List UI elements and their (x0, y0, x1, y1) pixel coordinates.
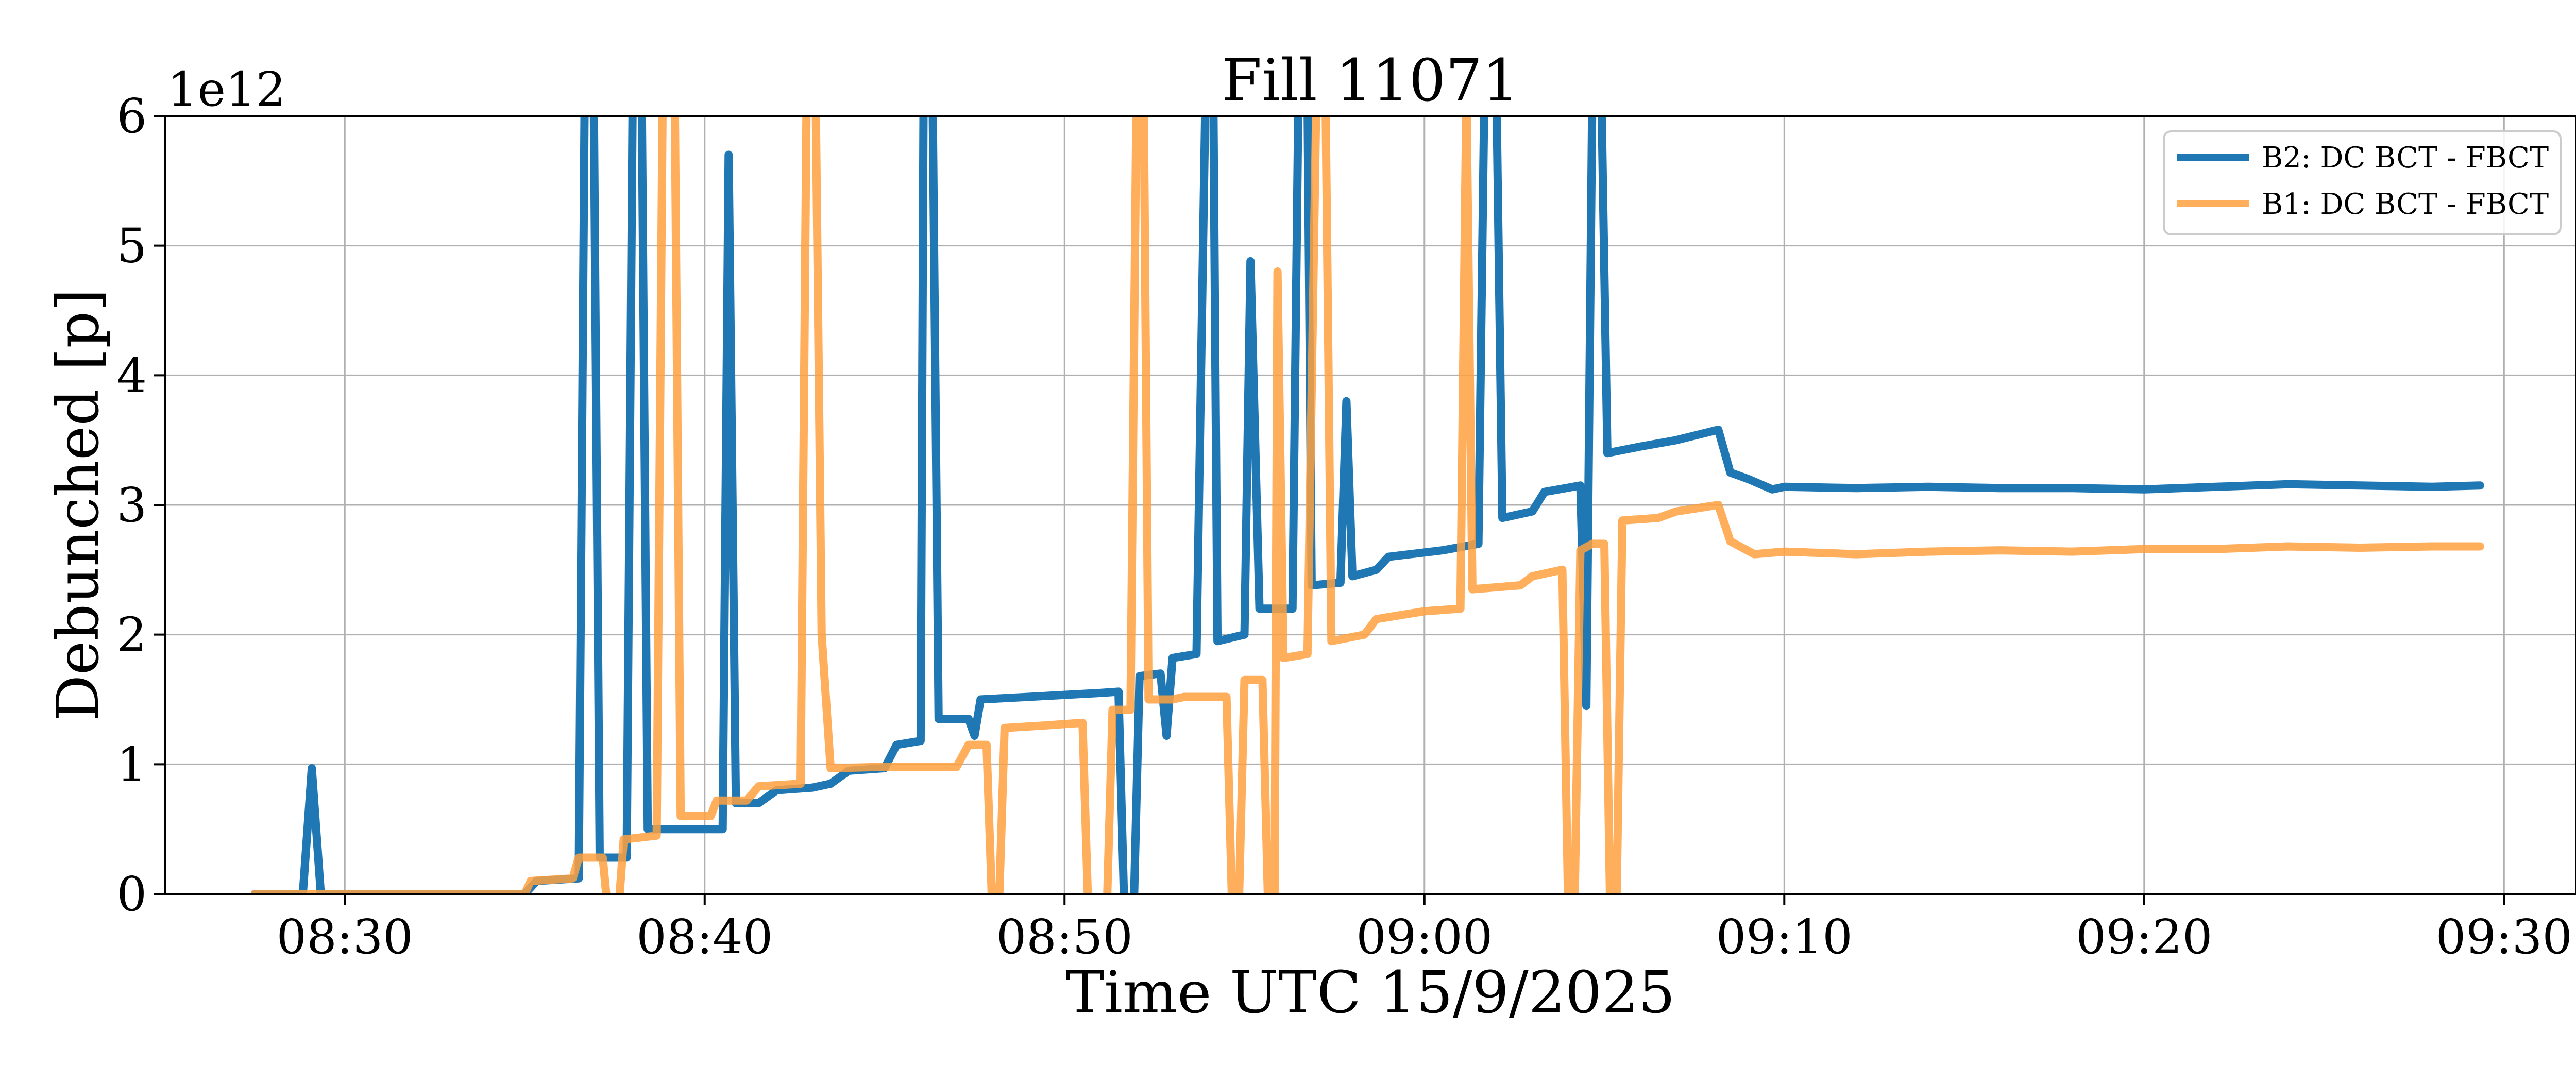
y-axis-label: Debunched [p] (45, 289, 112, 721)
legend-label-b1: B1: DC BCT - FBCT (2262, 188, 2549, 221)
y-tick-label: 2 (116, 607, 147, 663)
x-tick-label: 08:40 (636, 909, 773, 965)
axis-ticks: 08:30 08:40 08:50 09:00 09:10 09:20 09:30 0 1 2 3 4… (116, 89, 2572, 965)
legend-frame (2163, 130, 2562, 235)
x-tick-label: 08:50 (996, 909, 1133, 965)
y-tick-label: 5 (116, 218, 147, 274)
y-offset-label: 1e12 (167, 62, 286, 117)
y-tick-label: 1 (116, 737, 147, 792)
x-tick-label: 08:30 (277, 909, 413, 965)
y-tick-label: 3 (116, 478, 147, 533)
x-tick-label: 09:10 (1716, 909, 1853, 965)
y-tick-label: 4 (116, 348, 147, 403)
series-line-b2 (250, 116, 2484, 894)
x-axis-label: Time UTC 15/9/2025 (1065, 959, 1675, 1026)
chart-title: Fill 11071 (1222, 47, 1519, 114)
series-layer (250, 116, 2484, 894)
legend: B2: DC BCT - FBCT B1: DC BCT - FBCT (2163, 130, 2562, 235)
y-tick-label: 0 (116, 867, 147, 922)
series-line-b1 (250, 116, 2484, 894)
x-tick-label: 09:20 (2076, 909, 2212, 965)
legend-label-b2: B2: DC BCT - FBCT (2262, 141, 2549, 175)
x-tick-label: 09:30 (2436, 909, 2572, 965)
x-tick-label: 09:00 (1356, 909, 1493, 965)
y-tick-label: 6 (116, 89, 147, 144)
